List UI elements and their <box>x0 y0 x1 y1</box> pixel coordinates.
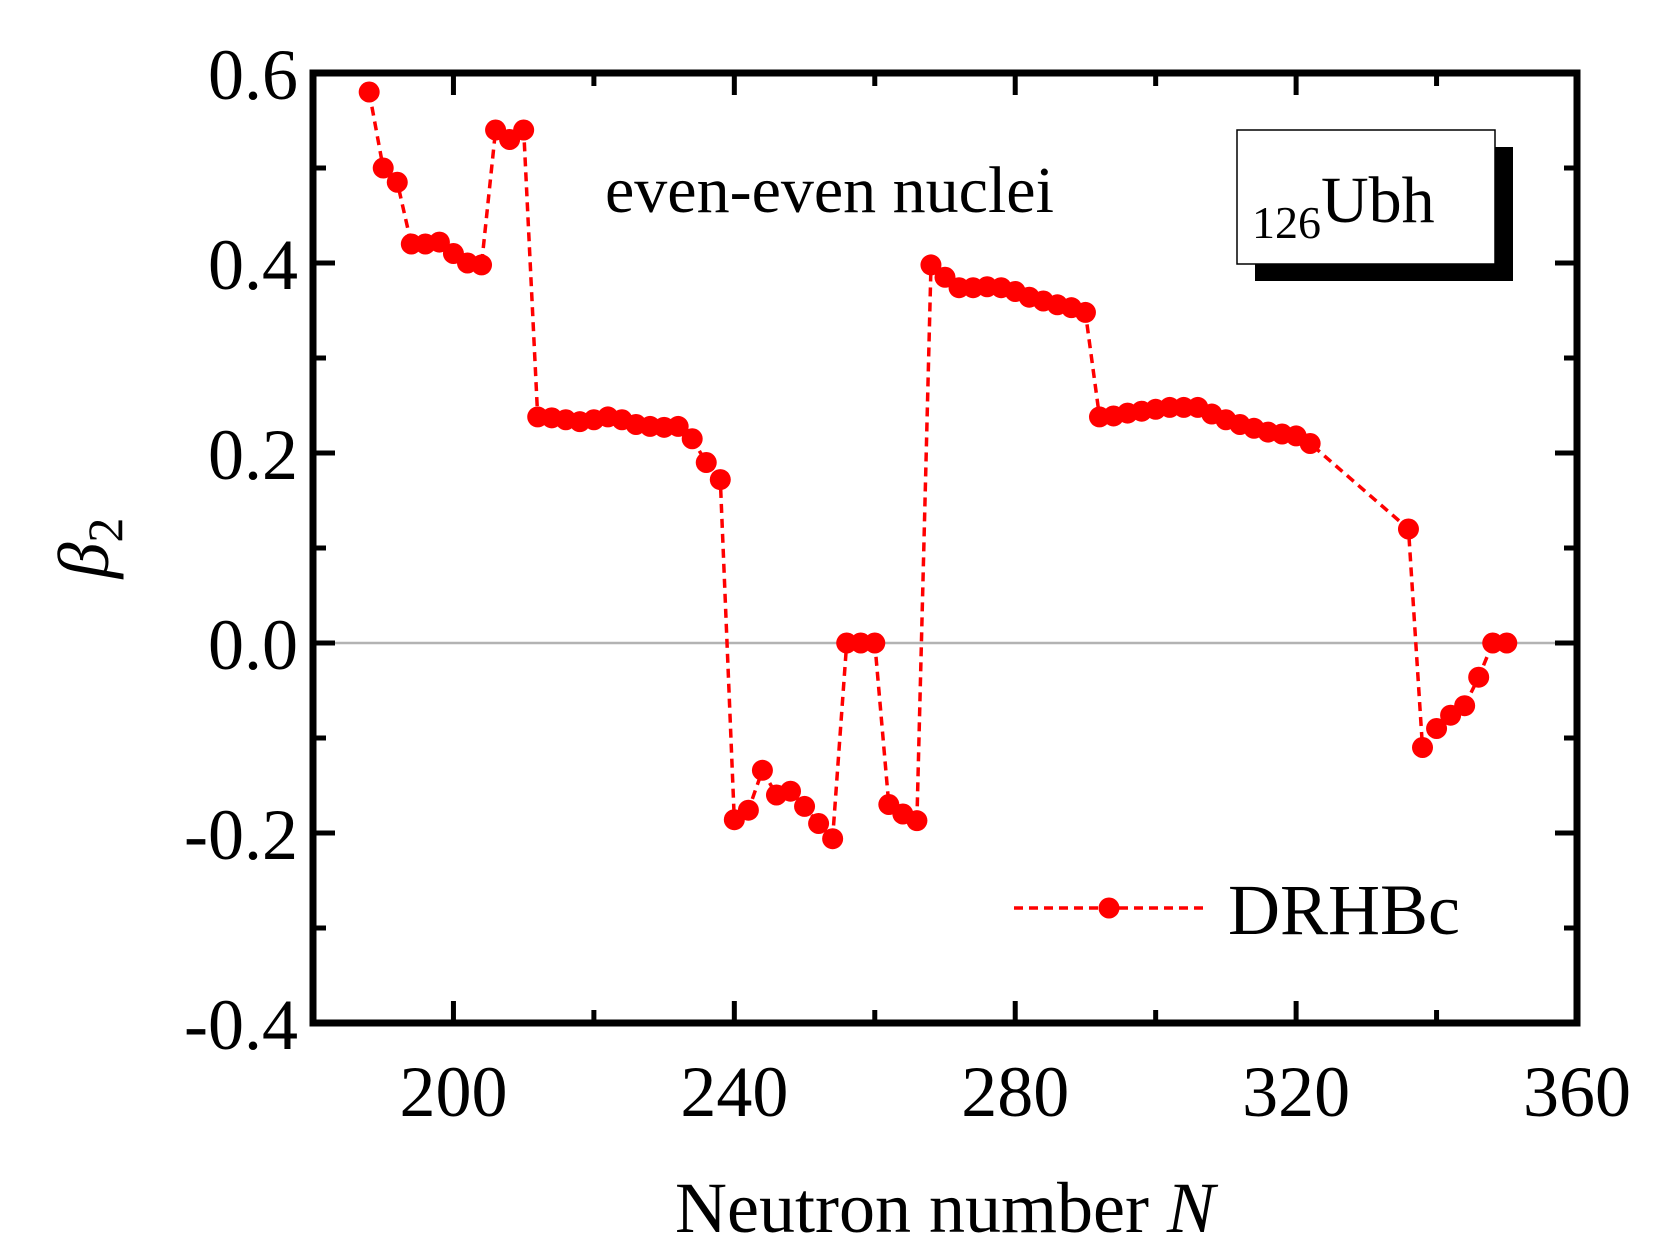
data-point <box>737 799 759 821</box>
element-label: 126Ubh <box>1252 164 1435 248</box>
data-point <box>1496 632 1518 654</box>
x-axis-title-text: Neutron number <box>675 1168 1149 1248</box>
data-point <box>822 828 844 850</box>
element-label-box <box>1236 129 1496 265</box>
data-point <box>667 415 689 437</box>
data-point <box>1412 737 1434 758</box>
data-point <box>386 171 408 193</box>
y-tick-label: 0.0 <box>208 605 298 685</box>
data-point <box>681 428 703 450</box>
data-point <box>1454 695 1476 717</box>
data-point <box>471 254 493 276</box>
x-tick-label: 280 <box>961 1052 1069 1132</box>
data-point <box>709 469 731 491</box>
x-tick-label: 320 <box>1242 1052 1350 1132</box>
element-label-symbol: Ubh <box>1321 164 1435 237</box>
y-axis-title: β2 <box>44 518 133 581</box>
data-point <box>1397 518 1419 540</box>
plot-frame <box>309 69 1581 1027</box>
element-label-subscript: 126 <box>1252 197 1321 248</box>
legend-label: DRHBc <box>1228 870 1460 950</box>
legend-marker <box>1098 897 1120 919</box>
y-tick-label: 0.4 <box>208 225 298 305</box>
data-point <box>695 452 717 473</box>
data-point <box>513 119 535 141</box>
x-tick-label: 200 <box>399 1052 507 1132</box>
data-point <box>372 157 394 179</box>
y-tick-label: 0.2 <box>208 415 298 495</box>
data-point <box>1468 666 1490 688</box>
x-axis-title: Neutron number N <box>675 1168 1219 1248</box>
data-point <box>794 795 816 817</box>
x-tick-label: 360 <box>1523 1052 1631 1132</box>
data-point <box>751 759 773 781</box>
data-point <box>920 254 942 276</box>
y-tick-label: -0.4 <box>184 985 298 1065</box>
data-point <box>780 780 802 802</box>
data-point <box>358 81 380 103</box>
data-point <box>1426 718 1448 739</box>
x-tick-label: 240 <box>680 1052 788 1132</box>
y-tick-label: -0.2 <box>184 795 298 875</box>
y-tick-label: 0.6 <box>208 35 298 115</box>
data-point <box>864 632 886 654</box>
data-point <box>808 813 830 834</box>
annotation-text: even-even nuclei <box>605 154 1054 227</box>
data-point <box>1074 301 1096 323</box>
y-axis-title-subscript: 2 <box>77 518 133 543</box>
x-axis-title-variable: N <box>1166 1168 1219 1248</box>
data-point <box>428 231 450 253</box>
data-point <box>906 810 928 832</box>
data-point <box>1299 433 1321 454</box>
y-axis-title-symbol: β <box>44 542 124 580</box>
